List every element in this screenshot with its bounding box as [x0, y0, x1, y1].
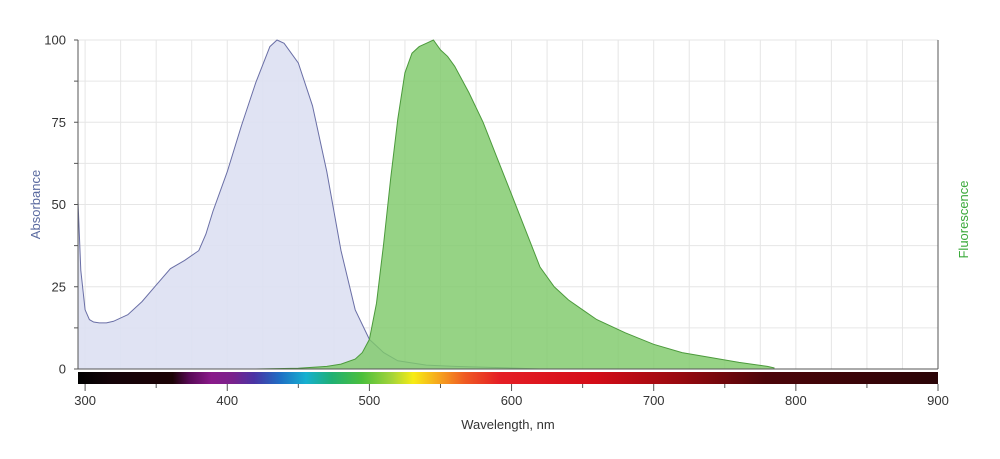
- absorbance-point: [170, 268, 171, 269]
- x-tick-label: 800: [785, 393, 807, 408]
- fluorescence-point: [653, 344, 654, 345]
- y-tick-label: 50: [52, 197, 66, 212]
- fluorescence-point: [682, 352, 683, 353]
- x-tick-label: 400: [216, 393, 238, 408]
- fluorescence-point: [554, 286, 555, 287]
- y-axis-right-title: Fluorescence: [956, 180, 971, 258]
- fluorescence-point: [454, 66, 455, 67]
- absorbance-point: [340, 250, 341, 251]
- fluorescence-point: [362, 352, 363, 353]
- absorbance-point: [184, 260, 185, 261]
- y-tick-label: 100: [44, 33, 66, 48]
- fluorescence-point: [738, 362, 739, 363]
- absorbance-point: [269, 46, 270, 47]
- absorbance-point: [355, 309, 356, 310]
- fluorescence-point: [340, 364, 341, 365]
- absorbance-point: [99, 322, 100, 323]
- fluorescence-point: [525, 230, 526, 231]
- fluorescence-point: [390, 178, 391, 179]
- absorbance-point: [156, 285, 157, 286]
- fluorescence-point: [369, 339, 370, 340]
- fluorescence-point: [433, 39, 434, 40]
- absorbance-point: [127, 314, 128, 315]
- absorbance-point: [298, 62, 299, 63]
- absorbance-point: [276, 39, 277, 40]
- absorbance-point: [93, 321, 94, 322]
- fluorescence-point: [411, 53, 412, 54]
- x-tick-label: 900: [927, 393, 949, 408]
- fluorescence-point: [397, 118, 398, 119]
- fluorescence-point: [376, 303, 377, 304]
- absorbance-point: [312, 105, 313, 106]
- absorbance-point: [227, 171, 228, 172]
- fluorescence-point: [468, 92, 469, 93]
- absorbance-point: [212, 211, 213, 212]
- absorbance-point: [106, 322, 107, 323]
- absorbance-area: [78, 40, 540, 369]
- series-layer: [77, 39, 775, 370]
- x-tick-label: 300: [74, 393, 96, 408]
- x-axis-ticks: 300 400 500 600 700 800 900: [74, 384, 949, 408]
- fluorescence-point: [426, 43, 427, 44]
- x-tick-label: 700: [643, 393, 665, 408]
- y-axis-title: Absorbance: [28, 170, 43, 239]
- y-tick-label: 75: [52, 115, 66, 130]
- fluorescence-point: [774, 367, 775, 368]
- visible-spectrum-bar: [78, 372, 938, 384]
- absorbance-point: [284, 43, 285, 44]
- absorbance-point: [255, 82, 256, 83]
- absorbance-point: [89, 319, 90, 320]
- absorbance-point: [141, 301, 142, 302]
- fluorescence-point: [625, 332, 626, 333]
- fluorescence-point: [710, 357, 711, 358]
- fluorescence-point: [539, 266, 540, 267]
- absorbance-point: [80, 270, 81, 271]
- fluorescence-point: [440, 49, 441, 50]
- fluorescence-point: [568, 299, 569, 300]
- fluorescence-point: [447, 56, 448, 57]
- x-axis-title: Wavelength, nm: [461, 417, 554, 432]
- absorbance-point: [205, 234, 206, 235]
- absorbance-point: [326, 171, 327, 172]
- y-tick-label: 0: [59, 362, 66, 377]
- fluorescence-point: [582, 309, 583, 310]
- y-tick-label: 25: [52, 279, 66, 294]
- fluorescence-point: [767, 366, 768, 367]
- fluorescence-point: [596, 319, 597, 320]
- fluorescence-point: [511, 194, 512, 195]
- fluorescence-point: [326, 366, 327, 367]
- absorbance-point: [241, 125, 242, 126]
- absorbance-point: [85, 309, 86, 310]
- x-tick-label: 600: [501, 393, 523, 408]
- absorbance-point: [198, 250, 199, 251]
- fluorescence-line: [255, 39, 775, 370]
- fluorescence-point: [404, 72, 405, 73]
- fluorescence-point: [383, 243, 384, 244]
- y-axis-ticks: 0 25 50 75 100: [44, 33, 78, 377]
- absorbance-point: [113, 321, 114, 322]
- fluorescence-point: [483, 122, 484, 123]
- fluorescence-point: [497, 158, 498, 159]
- fluorescence-point: [355, 359, 356, 360]
- x-tick-label: 500: [359, 393, 381, 408]
- fluorescence-point: [419, 46, 420, 47]
